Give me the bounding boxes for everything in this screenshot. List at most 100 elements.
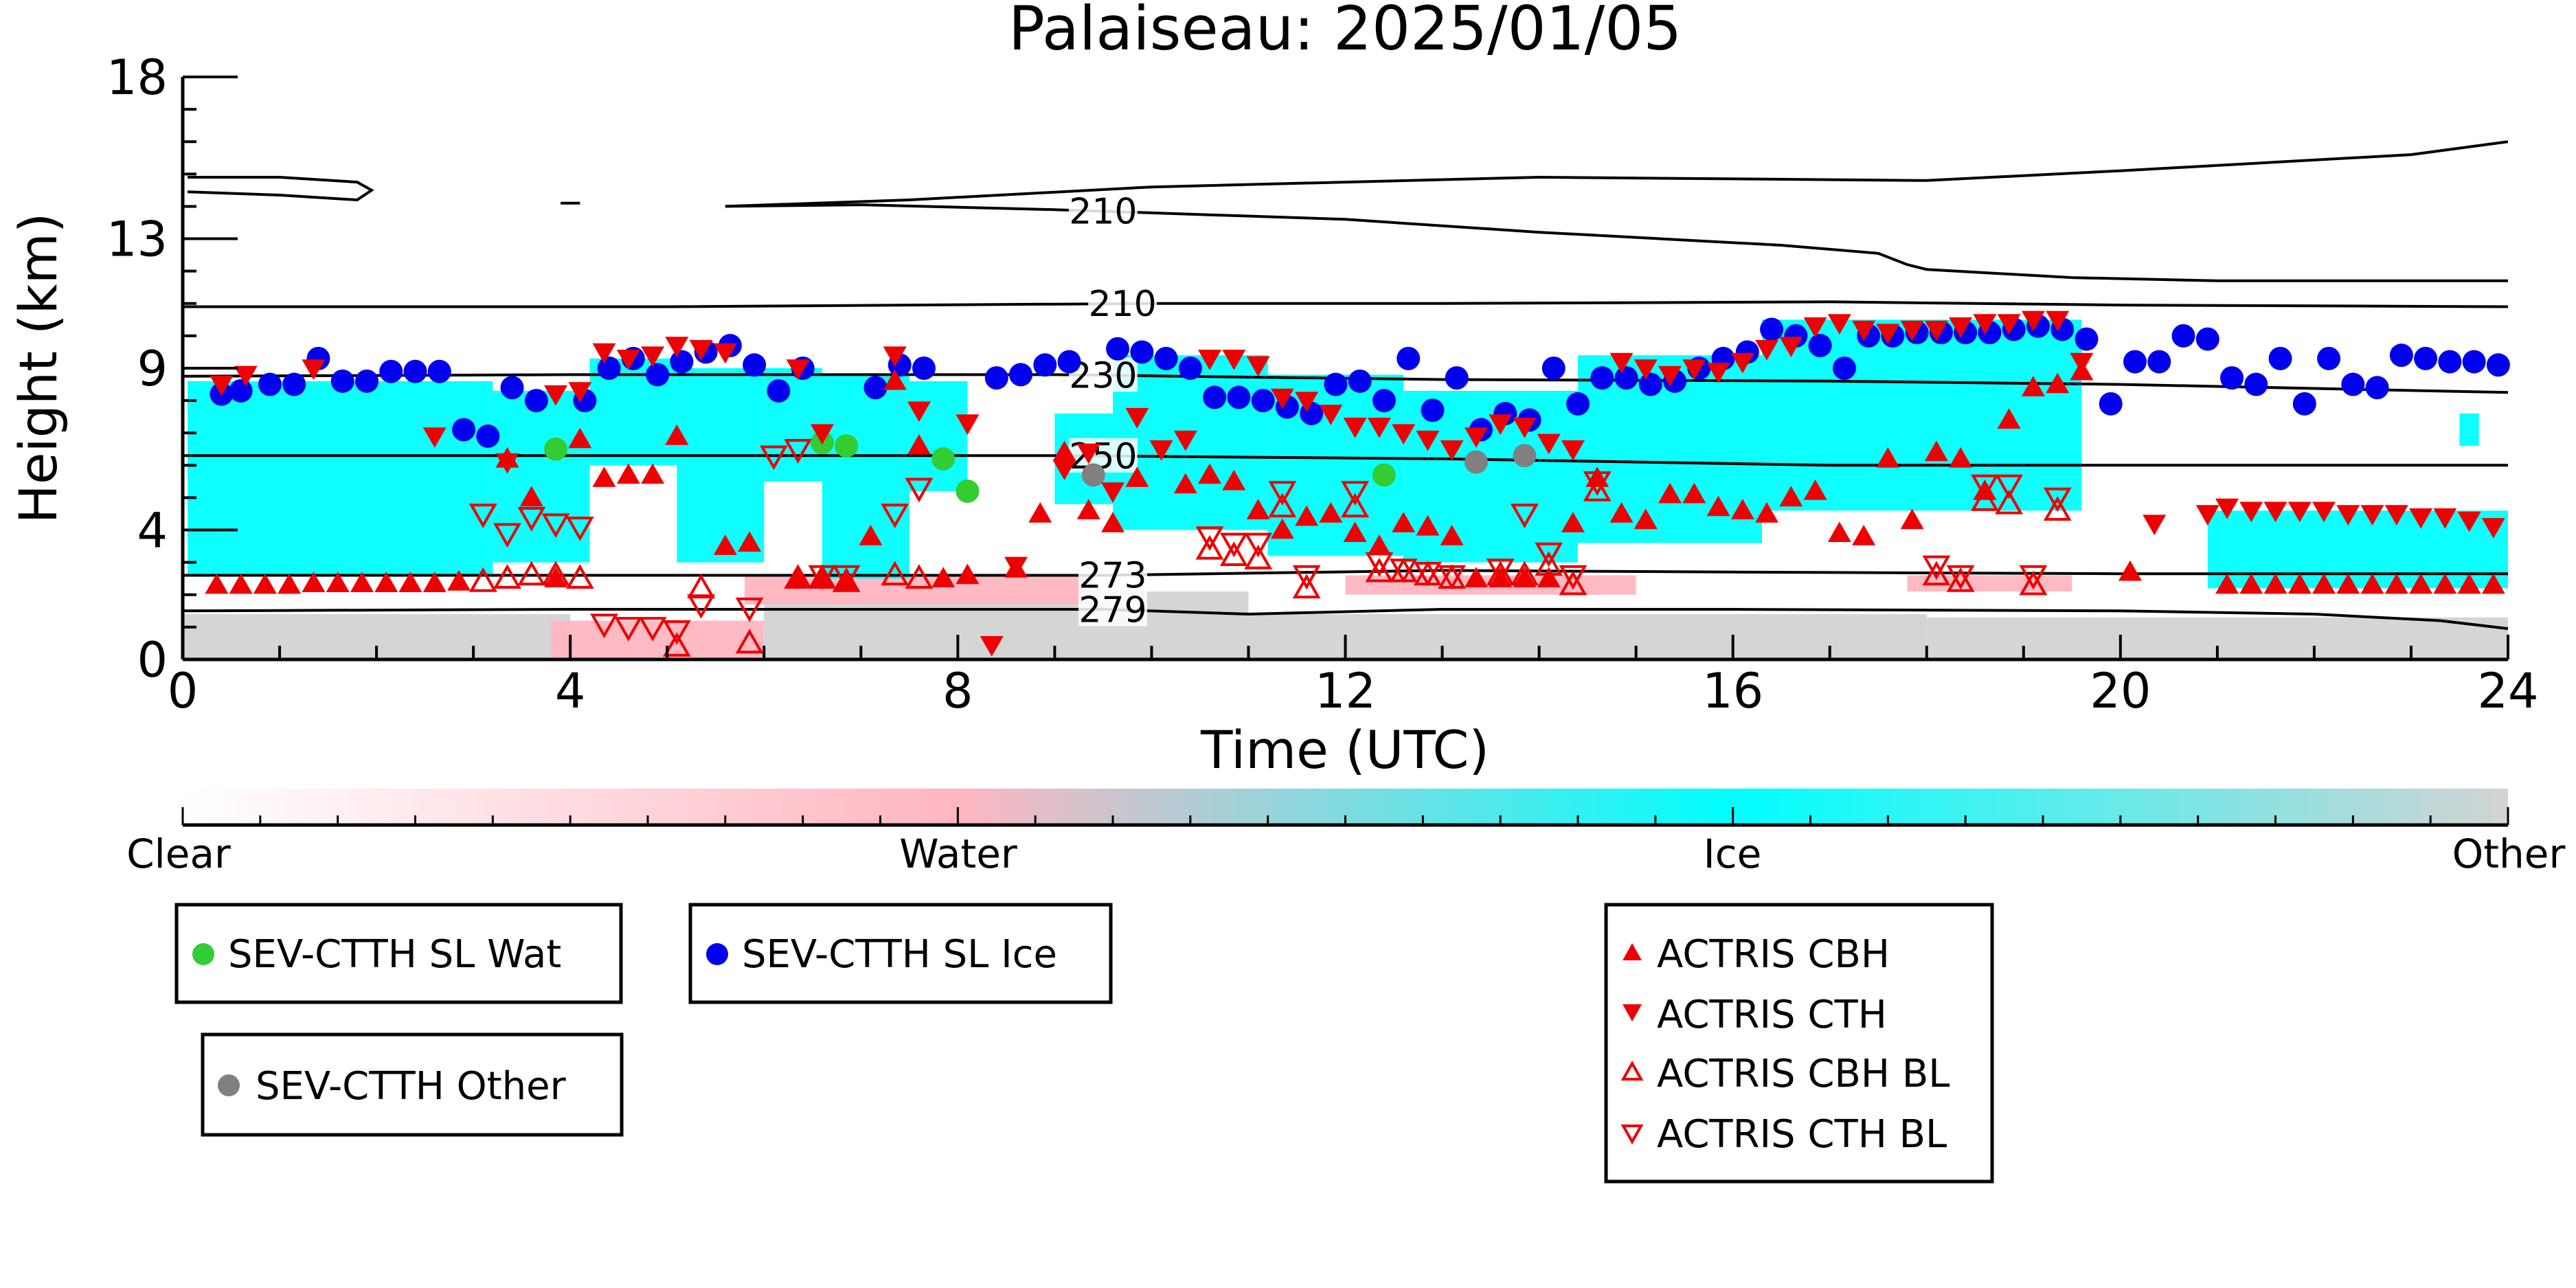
actris-cth-point (2287, 501, 2312, 523)
sev-ctth-sl-ice-point (1397, 346, 1421, 370)
sev-ctth-sl-ice-point (282, 372, 306, 396)
field-ice-segment (2207, 510, 2508, 589)
actris-cth-bl-point (1970, 474, 1999, 499)
actris-cbh-point (1028, 502, 1052, 523)
isotherm-label-273: 273 (1078, 555, 1146, 596)
sev-ctth-sl-ice-point (476, 424, 500, 448)
sev-ctth-sl-ice-point (2195, 327, 2219, 351)
actris-cbh-point (1949, 447, 1973, 468)
actris-cbh-point (398, 572, 422, 592)
actris-cbh-point (1440, 525, 1464, 545)
actris-cbh-point (1537, 567, 1561, 587)
actris-cbh-bl-point (1535, 551, 1563, 576)
sev-ctth-sl-wat-point (956, 479, 980, 504)
actris-cbh-point (883, 369, 907, 390)
isotherm-label-279: 279 (1078, 589, 1146, 631)
sev-ctth-sl-ice-point (379, 359, 403, 383)
actris-cbh-point (2336, 573, 2360, 594)
actris-cbh-point (641, 463, 665, 484)
legend-marker-actris-cbh (1623, 943, 1642, 960)
actris-cth-bl-point (1922, 555, 1951, 580)
actris-cbh-point (1052, 440, 1076, 462)
actris-cth-bl-point (2043, 487, 2072, 512)
field-ice-segment (822, 374, 909, 579)
actris-cth-bl-point (614, 617, 643, 642)
sev-ctth-sl-ice-point (2317, 346, 2341, 370)
actris-cbh-point (665, 424, 689, 445)
sev-ctth-sl-ice-point (2365, 376, 2389, 400)
actris-cbh-bl-point (1365, 557, 1394, 583)
sev-ctth-sl-ice-point (2075, 327, 2099, 351)
isotherm-line-279 (183, 608, 2508, 631)
actris-cbh-point (1295, 505, 1319, 526)
actris-cbh-point (835, 569, 859, 591)
sev-ctth-sl-ice-point (1638, 372, 1662, 396)
actris-cbh-point (1706, 495, 1730, 517)
actris-cbh-bl-point (1970, 486, 1999, 511)
colorbar-label-other: Other (2452, 831, 2566, 877)
sev-ctth-sl-ice-point (2123, 350, 2147, 374)
sev-ctth-sl-ice-point (1348, 369, 1372, 393)
actris-cbh-point (568, 427, 592, 449)
colorbar-label-clear: Clear (126, 831, 231, 877)
actris-cbh-point (2360, 573, 2384, 594)
sev-ctth-sl-ice-point (2486, 353, 2510, 377)
actris-cth-point (1634, 359, 1658, 380)
legend-box (201, 1032, 624, 1137)
marker-layer (205, 310, 2510, 657)
actris-cth-point (1561, 440, 1585, 461)
isotherm-line-210 (725, 203, 2508, 282)
actris-cth-bl-point (1995, 474, 2024, 499)
actris-cth-point (1295, 392, 1319, 413)
actris-cbh-bl-point (2043, 496, 2072, 521)
actris-cth-bl-point (1195, 526, 1224, 552)
actris-cth-point (1173, 430, 1197, 451)
sev-ctth-sl-ice-point (1178, 357, 1202, 380)
sev-ctth-sl-ice-point (403, 359, 427, 383)
actris-cbh-point (738, 531, 762, 552)
actris-cth-point (1270, 388, 1294, 409)
x-tick-label: 4 (555, 663, 586, 719)
sev-ctth-sl-ice-point (1541, 357, 1566, 380)
actris-cbh-point (1319, 502, 1343, 523)
actris-cbh-point (1489, 567, 1513, 587)
actris-cbh-point (1076, 499, 1100, 519)
y-tick-label: 18 (106, 49, 168, 106)
actris-cth-point (883, 346, 907, 368)
actris-cbh-point (229, 573, 253, 594)
actris-cth-bl-point (1413, 562, 1442, 587)
field-ice-segment (1113, 355, 1268, 530)
actris-cth-bl-point (735, 597, 764, 622)
actris-cbh-point (278, 573, 302, 594)
y-tick-label: 13 (106, 212, 168, 268)
actris-cbh-bl-point (493, 564, 521, 589)
colorbar-label-ice: Ice (1704, 831, 1762, 877)
actris-cbh-point (1416, 515, 1440, 536)
sev-ctth-sl-ice-point (1590, 366, 1614, 390)
actris-cbh-point (302, 572, 326, 592)
actris-cth-point (1779, 337, 1803, 357)
sev-ctth-sl-ice-point (2099, 392, 2123, 416)
actris-cth-bl-point (784, 439, 813, 464)
actris-cth-bl-point (1365, 552, 1394, 577)
actris-cbh-bl-point (468, 567, 497, 592)
actris-cth-bl-point (565, 517, 594, 541)
actris-cth-point (210, 375, 234, 396)
actris-cth-bl-point (687, 594, 716, 619)
actris-cth-bl-point (1268, 481, 1297, 506)
actris-cbh-point (956, 563, 980, 585)
actris-cth-point (1658, 365, 1682, 387)
actris-cbh-bl-point (662, 632, 691, 657)
actris-cbh-point (592, 466, 616, 487)
chart-title: Palaiseau: 2025/01/05 (1008, 0, 1682, 64)
actris-cth-bl-point (590, 613, 618, 639)
actris-cth-point (422, 427, 447, 448)
isotherm-label-bg (1088, 286, 1157, 321)
legend-marker-actris-cth (1623, 1004, 1642, 1021)
actris-cth-bl-point (2019, 565, 2048, 590)
x-tick-label: 20 (2090, 663, 2151, 719)
sev-ctth-sl-ice-point (427, 359, 451, 383)
legend-marker-actris-cth-bl (1620, 1125, 1644, 1145)
actris-cth-point (2021, 310, 2045, 332)
actris-cth-bl-point (759, 445, 788, 471)
